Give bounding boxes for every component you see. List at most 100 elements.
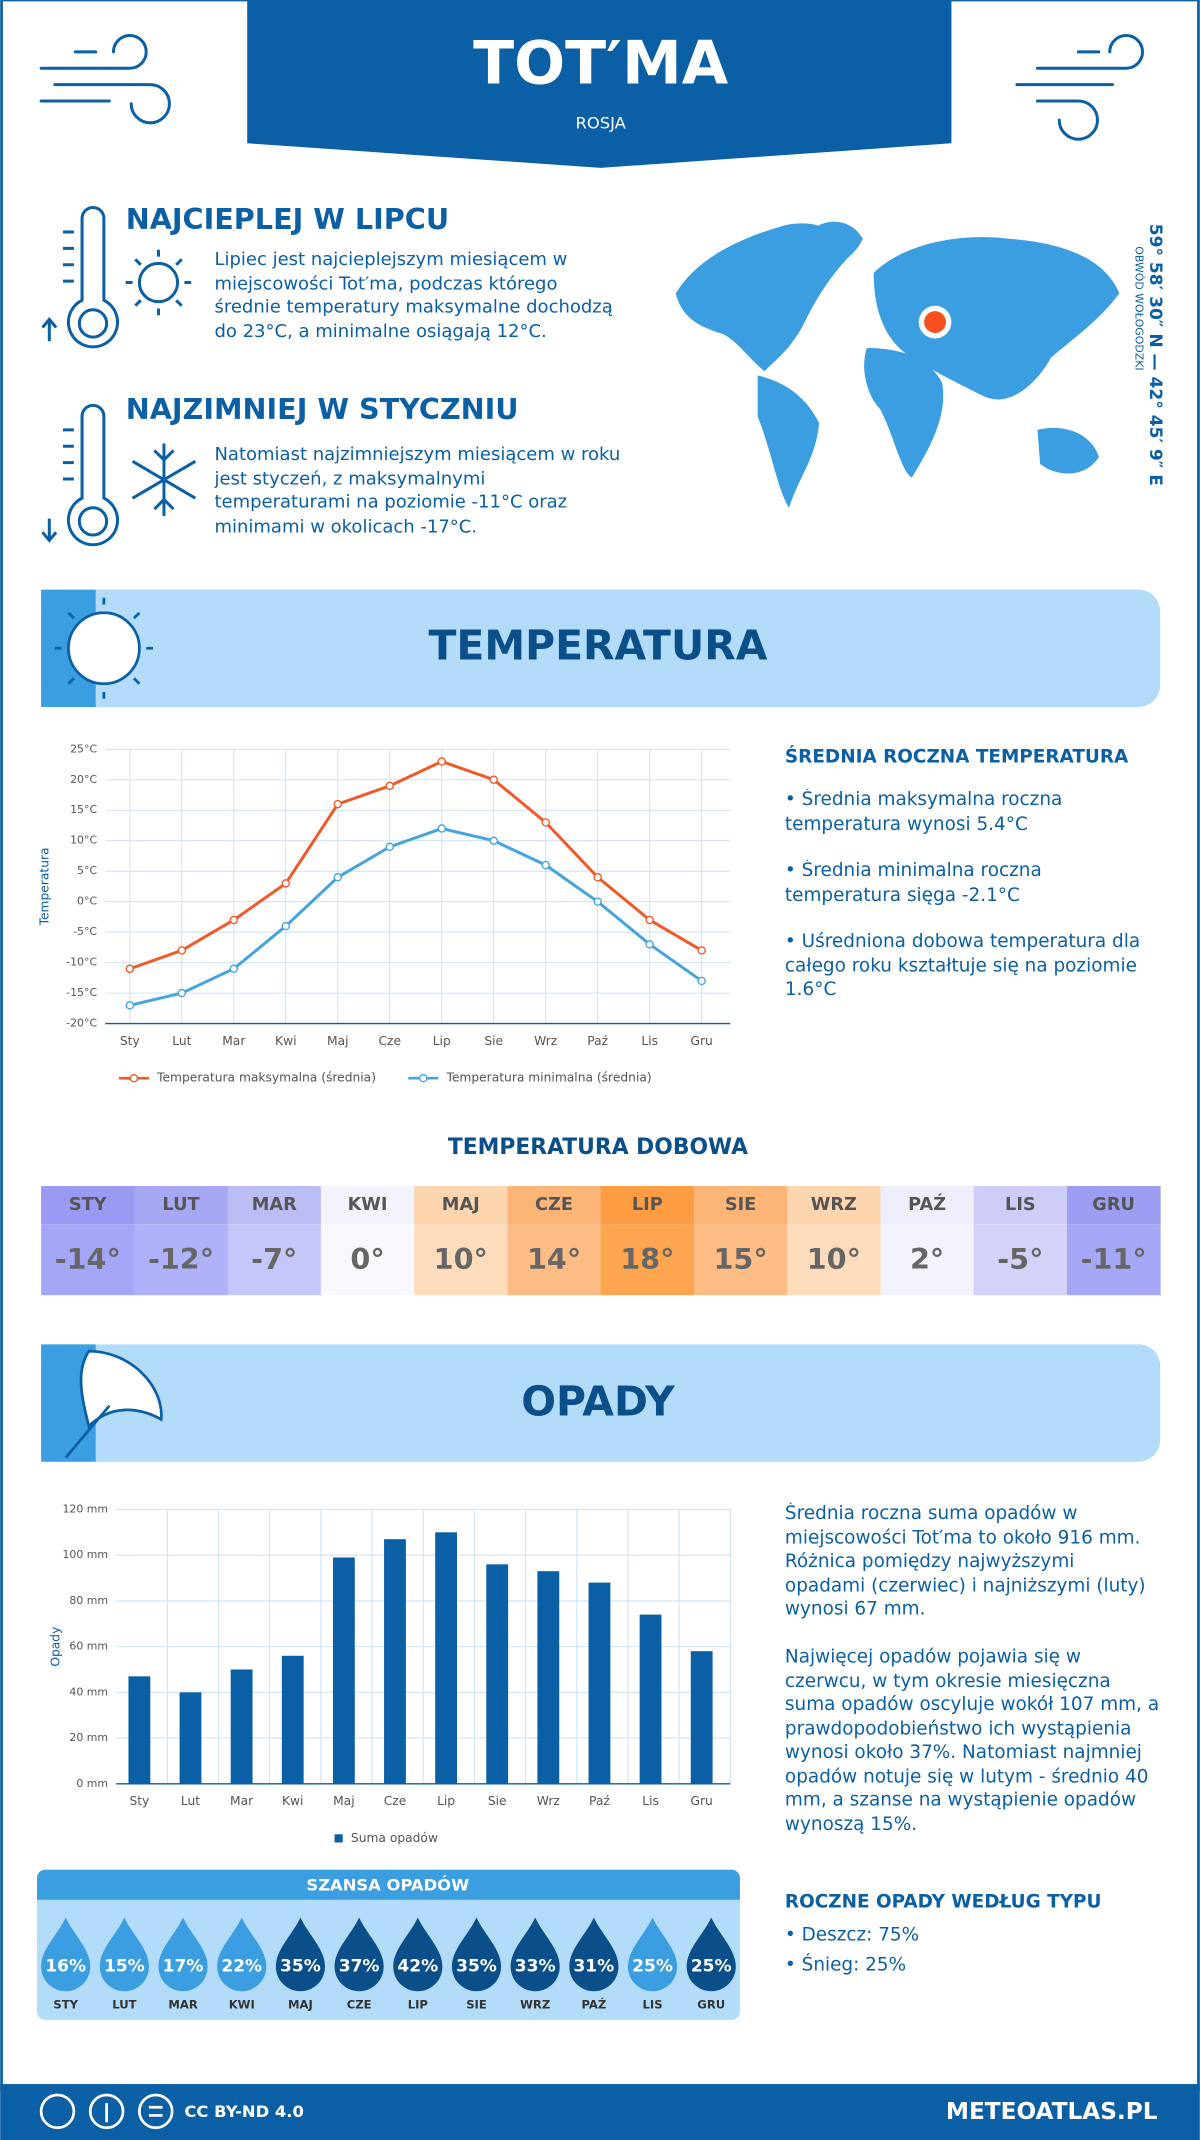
month-header: LUT (162, 1195, 199, 1215)
chance-month: WRZ (520, 1997, 550, 2011)
precip-text: Średnia roczna suma opadów w miejscowośc… (784, 1502, 1146, 1621)
city-title: TOT′MA (473, 28, 729, 98)
point (697, 976, 706, 986)
drop (41, 1917, 91, 1992)
month-header: LIS (1005, 1195, 1036, 1215)
point (489, 775, 498, 784)
chance-title: SZANSA OPADÓW (306, 1876, 469, 1895)
bar (128, 1676, 151, 1784)
x-tick-label: Lis (641, 1034, 658, 1048)
value-cell (880, 1224, 975, 1296)
bar (435, 1532, 458, 1784)
y-tick-label: 80 mm (69, 1594, 108, 1607)
chance-label: 31% (573, 1957, 614, 1977)
summary-item: • Uśredniona dobowa temperatura dla całe… (784, 930, 1141, 1001)
coldest-heading: NAJZIMNIEJ W STYCZNIU (126, 392, 519, 426)
y-tick-label: 120 mm (62, 1502, 108, 1515)
x-tick-label: Sie (488, 1794, 507, 1808)
bar (281, 1655, 304, 1784)
chance-month: KWI (229, 1997, 255, 2011)
value-cell (973, 1224, 1068, 1296)
x-tick-label: Wrz (534, 1034, 557, 1048)
y-tick-label: 60 mm (69, 1640, 108, 1653)
chance-label: 25% (632, 1957, 673, 1977)
header-cell (693, 1186, 788, 1225)
chance-label: 42% (397, 1957, 438, 1977)
precip-text: Najwięcej opadów pojawia się w czerwcu, … (784, 1645, 1160, 1835)
bar (230, 1669, 253, 1784)
drop (334, 1917, 384, 1992)
legend-label: Temperatura minimalna (średnia) (445, 1071, 651, 1085)
country: ROSJA (576, 114, 627, 133)
legend-point (419, 1073, 428, 1083)
chance-label: 37% (339, 1957, 380, 1977)
point (645, 940, 654, 949)
type-item: • Śnieg: 25% (785, 1953, 906, 1975)
x-tick-label: Gru (691, 1034, 713, 1048)
month-header: CZE (535, 1195, 573, 1215)
month-header: PAŹ (908, 1193, 946, 1215)
coldest-text-box: Natomiast najzimniejszym miesiącem w rok… (214, 445, 620, 537)
point (229, 915, 239, 925)
point (333, 799, 343, 809)
x-tick-label: Kwi (275, 1034, 296, 1048)
x-tick-label: Gru (691, 1794, 713, 1808)
drop (686, 1917, 736, 1992)
header-cell (320, 1186, 415, 1225)
bar (690, 1651, 713, 1784)
drop (627, 1917, 678, 1992)
header-cell (1066, 1186, 1161, 1225)
thermometer-icons (41, 206, 197, 547)
x-tick-label: Lut (181, 1794, 200, 1808)
temperature-value: 10° (807, 1242, 861, 1276)
point (281, 879, 291, 888)
location-marker (924, 311, 946, 334)
region: OBWÓD WOŁOGODZKI (1132, 246, 1145, 370)
value-cell (414, 1224, 508, 1296)
temperature-value: 2° (910, 1242, 944, 1276)
world-map (675, 221, 1120, 508)
temperature-value: 14° (527, 1242, 581, 1276)
sun-icon (54, 597, 154, 699)
precip-text-box: Najwięcej opadów pojawia się w czerwcu, … (784, 1645, 1160, 1835)
header-banner (247, 0, 952, 168)
legend-swatch (334, 1834, 343, 1843)
chance-box (37, 1869, 740, 2020)
temperature-value: -14° (55, 1242, 121, 1276)
point (593, 873, 602, 882)
chance-month: LIS (643, 1997, 663, 2011)
value-cell (787, 1224, 881, 1296)
value-cell (600, 1224, 695, 1296)
temperature-value: -11° (1081, 1242, 1147, 1276)
drop (275, 1917, 325, 1992)
temperature-value: 0° (350, 1242, 384, 1276)
point (385, 781, 394, 791)
chance-label: 35% (456, 1957, 497, 1977)
x-tick-label: Lip (433, 1034, 451, 1048)
temperature-value: -5° (997, 1242, 1043, 1276)
chance-label: 33% (515, 1957, 556, 1977)
point (437, 757, 446, 766)
x-tick-label: Maj (327, 1034, 349, 1048)
x-tick-label: Lip (437, 1794, 455, 1808)
type-item: • Deszcz: 75% (785, 1924, 919, 1945)
y-tick-label: -10°C (66, 956, 97, 969)
y-axis-label: Temperatura (38, 847, 52, 926)
point (697, 946, 706, 955)
y-tick-label: 20°C (70, 773, 97, 786)
month-header: KWI (348, 1195, 388, 1215)
point (385, 842, 394, 852)
point (125, 1001, 135, 1010)
y-tick-label: 5°C (77, 864, 97, 877)
chance-month: PAŹ (581, 1996, 606, 2011)
temperature-value: 10° (434, 1242, 488, 1276)
type-heading: ROCZNE OPADY WEDŁUG TYPU (785, 1892, 1102, 1913)
temperature-banner (41, 589, 1161, 707)
footer-bar (0, 2084, 1200, 2140)
wind-icon (39, 34, 1144, 141)
y-tick-label: -20°C (66, 1017, 97, 1030)
header-cell (414, 1186, 508, 1225)
legend-point (129, 1073, 139, 1083)
summary-item-box: • Uśredniona dobowa temperatura dla całe… (784, 930, 1141, 1001)
